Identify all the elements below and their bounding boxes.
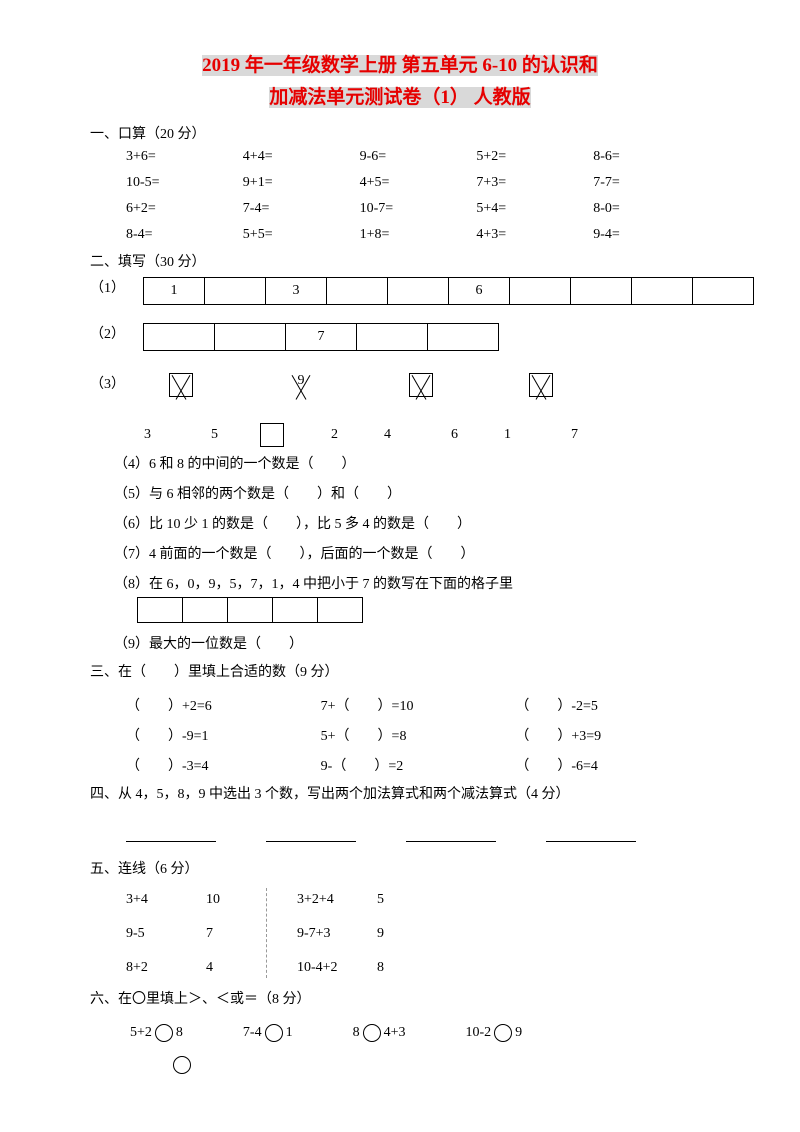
section-6: 六、在〇里填上＞、＜或＝（8 分） 5+28 7-41 84+3 10-29 <box>90 988 710 1074</box>
calc-item: 8-6= <box>593 149 710 165</box>
calc-item: 4+5= <box>360 175 477 191</box>
section-5: 五、连线（6 分） 3+4109-578+24 3+2+459-7+3910-4… <box>90 858 710 978</box>
q2-9: （9）最大的一位数是（ ） <box>90 633 710 653</box>
section-1: 一、口算（20 分） 3+6=4+4=9-6=5+2=8-6= 10-5=9+1=… <box>90 123 710 243</box>
circle-blank[interactable] <box>363 1024 381 1042</box>
calc-item: 4+4= <box>243 149 360 165</box>
section-2: 二、填写（30 分） （1） 136 （2） 7 （3） 35924617 （4… <box>90 251 710 653</box>
fill-item: （ ）+3=9 <box>515 725 710 745</box>
calc-item: 7+3= <box>476 175 593 191</box>
q5-right: 3+2+459-7+3910-4+28 <box>267 892 437 978</box>
q2-8-boxes <box>138 597 710 623</box>
q2-8: （8）在 6，0，9，5，7，1，4 中把小于 7 的数写在下面的格子里 <box>90 573 710 593</box>
fill-item: 7+（ ）=10 <box>321 695 516 715</box>
fill-item: （ ）-9=1 <box>126 725 321 745</box>
section-3: 三、在（ ）里填上合适的数（9 分） （ ）+2=67+（ ）=10（ ）-2=… <box>90 661 710 775</box>
calc-item: 4+3= <box>476 227 593 243</box>
s1-heading: 一、口算（20 分） <box>90 123 710 143</box>
calc-item: 10-5= <box>126 175 243 191</box>
calc-item: 5+2= <box>476 149 593 165</box>
q2-1-table: 136 <box>144 277 754 305</box>
calc-item: 7-4= <box>243 201 360 217</box>
q2-3-trees: 35924617 <box>136 373 586 443</box>
circle-blank[interactable] <box>494 1024 512 1042</box>
calc-item: 9-6= <box>360 149 477 165</box>
calc-item: 10-7= <box>360 201 477 217</box>
compare-item: 5+28 <box>130 1024 183 1042</box>
q2-6: （6）比 10 少 1 的数是（ ），比 5 多 4 的数是（ ） <box>90 513 710 533</box>
s6-heading: 六、在〇里填上＞、＜或＝（8 分） <box>90 988 710 1008</box>
blank-line[interactable] <box>266 827 356 842</box>
calc-item: 7-7= <box>593 175 710 191</box>
calc-item: 3+6= <box>126 149 243 165</box>
calc-item: 5+4= <box>476 201 593 217</box>
fill-item: 9-（ ）=2 <box>321 755 516 775</box>
page-title: 2019 年一年级数学上册 第五单元 6-10 的认识和 加减法单元测试卷（1）… <box>90 50 710 115</box>
blank-line[interactable] <box>546 827 636 842</box>
q2-5: （5）与 6 相邻的两个数是（ ）和（ ） <box>90 483 710 503</box>
blank-line[interactable] <box>406 827 496 842</box>
q2-1-label: （1） <box>90 277 136 297</box>
section-4: 四、从 4，5，8，9 中选出 3 个数，写出两个加法算式和两个减法算式（4 分… <box>90 783 710 842</box>
calc-item: 1+8= <box>360 227 477 243</box>
fill-item: （ ）+2=6 <box>126 695 321 715</box>
s5-heading: 五、连线（6 分） <box>90 858 710 878</box>
compare-item: 10-29 <box>465 1024 522 1042</box>
compare-item: 7-41 <box>243 1024 293 1042</box>
fill-item: （ ）-3=4 <box>126 755 321 775</box>
fill-item: （ ）-2=5 <box>515 695 710 715</box>
circle-blank[interactable] <box>173 1056 191 1074</box>
blank-line[interactable] <box>126 827 216 842</box>
q5-left: 3+4109-578+24 <box>126 892 266 978</box>
q2-7: （7）4 前面的一个数是（ ），后面的一个数是（ ） <box>90 543 710 563</box>
s3-heading: 三、在（ ）里填上合适的数（9 分） <box>90 661 710 681</box>
q2-2-table: 7 <box>144 323 499 351</box>
calc-item: 8-4= <box>126 227 243 243</box>
fill-item: 5+（ ）=8 <box>321 725 516 745</box>
compare-item: 84+3 <box>353 1024 406 1042</box>
calc-item: 8-0= <box>593 201 710 217</box>
calc-item: 9+1= <box>243 175 360 191</box>
circle-blank[interactable] <box>155 1024 173 1042</box>
s4-heading: 四、从 4，5，8，9 中选出 3 个数，写出两个加法算式和两个减法算式（4 分… <box>90 783 710 803</box>
q2-3-label: （3） <box>90 373 136 393</box>
q2-4: （4）6 和 8 的中间的一个数是（ ） <box>90 453 710 473</box>
calc-item: 6+2= <box>126 201 243 217</box>
calc-item: 5+5= <box>243 227 360 243</box>
calc-item: 9-4= <box>593 227 710 243</box>
circle-blank[interactable] <box>265 1024 283 1042</box>
q2-2-label: （2） <box>90 323 136 343</box>
fill-item: （ ）-6=4 <box>515 755 710 775</box>
s2-heading: 二、填写（30 分） <box>90 251 710 271</box>
